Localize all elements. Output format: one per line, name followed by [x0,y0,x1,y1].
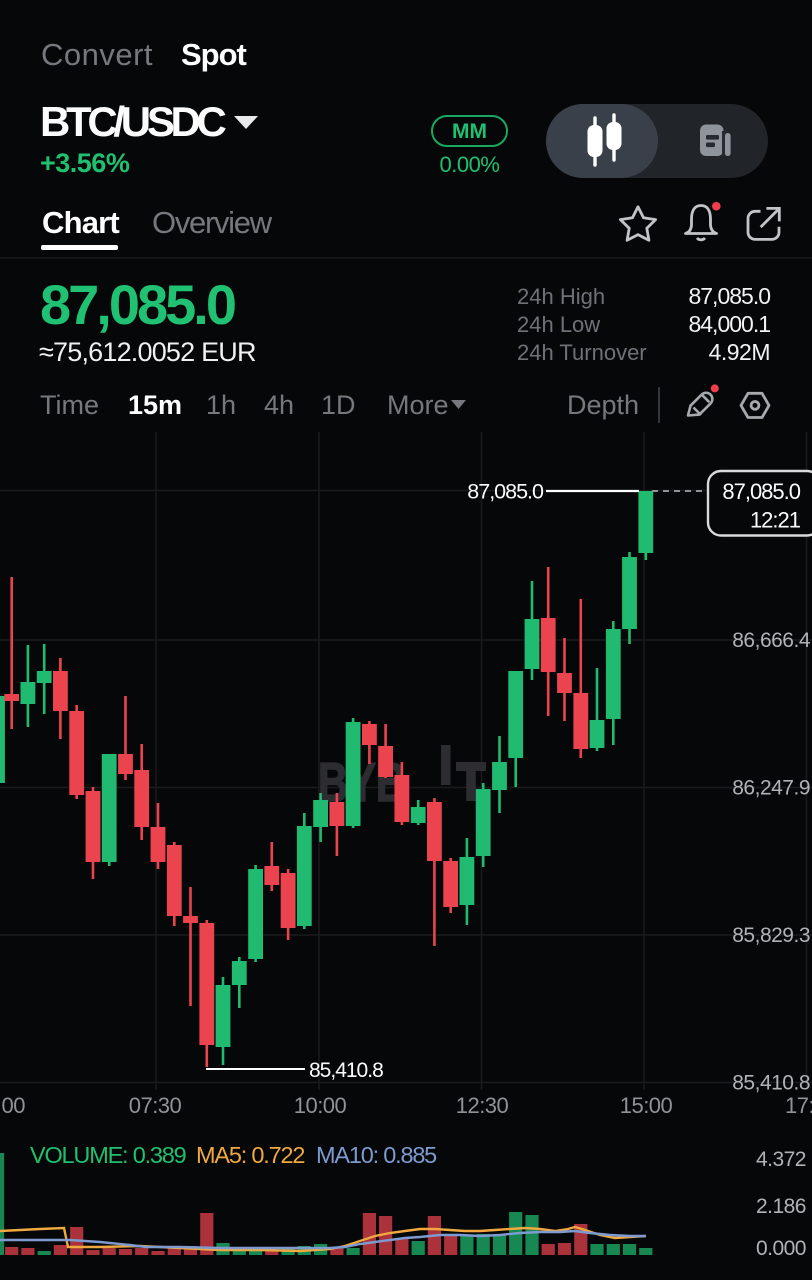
svg-text:85,829.3: 85,829.3 [732,924,810,947]
svg-text:2.186: 2.186 [756,1195,806,1218]
svg-text:VOLUME: 0.389: VOLUME: 0.389 [30,1142,186,1168]
svg-text:12:30: 12:30 [456,1093,509,1118]
svg-text:15:00: 15:00 [620,1093,673,1118]
svg-text:85,410.8: 85,410.8 [309,1059,383,1082]
svg-text:0.000: 0.000 [756,1237,806,1260]
svg-text:10:00: 10:00 [294,1093,347,1118]
svg-text:MA10: 0.885: MA10: 0.885 [316,1142,437,1168]
svg-text:MA5: 0.722: MA5: 0.722 [196,1142,304,1168]
svg-text:86,666.4: 86,666.4 [732,629,811,652]
svg-text:87,085.0: 87,085.0 [722,479,800,504]
svg-text:85,410.8: 85,410.8 [732,1072,810,1095]
svg-text:07:30: 07:30 [129,1093,182,1118]
svg-text:05:00: 05:00 [0,1093,25,1118]
svg-text:4.372: 4.372 [756,1148,806,1171]
svg-text:86,247.9: 86,247.9 [732,777,810,800]
svg-text:17:30: 17:30 [785,1093,812,1118]
svg-text:12:21: 12:21 [750,508,801,533]
svg-text:87,085.0: 87,085.0 [467,480,544,504]
